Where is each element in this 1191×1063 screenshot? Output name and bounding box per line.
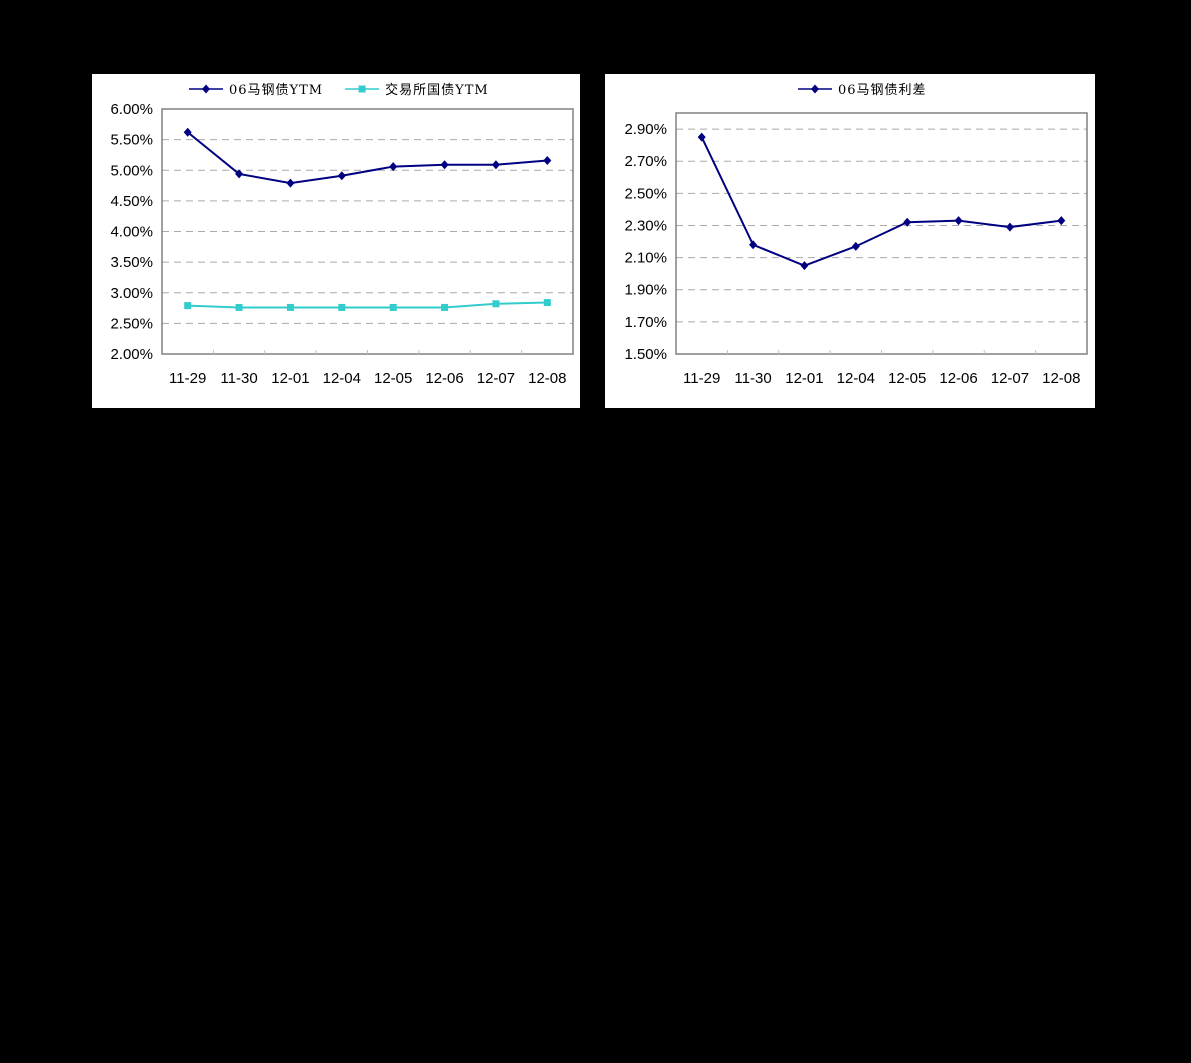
data-point-diamond-icon <box>543 155 552 165</box>
data-point-diamond-icon <box>235 169 244 179</box>
data-point-square-icon <box>543 299 551 307</box>
ytm-line-chart: 06马钢债YTM 交易所国债YTM 2.00% 2.50% 3.00% 3.50% 4.00… <box>92 74 580 408</box>
x-tick-label: 12-04 <box>323 370 361 387</box>
legend-item: 交易所国债YTM <box>345 82 489 98</box>
x-tick-label: 11-30 <box>734 370 771 387</box>
y-tick-label: 2.90% <box>624 121 667 138</box>
series-line <box>187 131 548 185</box>
data-point-square-icon <box>492 300 500 308</box>
series-line <box>187 301 548 309</box>
y-tick-label: 6.00% <box>110 101 153 118</box>
y-tick-label: 4.50% <box>110 193 153 210</box>
legend-item: 06马钢债利差 <box>798 83 927 98</box>
x-axis-labels: 11-29 11-30 12-01 12-04 12-05 12-06 12-07 12-08 <box>169 370 566 387</box>
legend-label: 交易所国债YTM <box>385 82 489 98</box>
x-tick-label: 12-06 <box>425 370 463 387</box>
x-tick-label: 11-29 <box>169 370 206 387</box>
data-point-square-icon <box>184 302 192 310</box>
square-marker-icon <box>358 85 366 93</box>
data-point-square-icon <box>338 303 346 311</box>
data-point-diamond-icon <box>440 160 449 170</box>
x-tick-label: 11-30 <box>220 370 257 387</box>
legend: 06马钢债利差 <box>798 83 927 98</box>
x-tick-label: 12-05 <box>374 370 412 387</box>
data-point-diamond-icon <box>954 216 963 226</box>
data-series <box>184 299 551 311</box>
legend-label: 06马钢债YTM <box>229 83 323 98</box>
y-tick-label: 2.10% <box>624 250 667 267</box>
x-tick-label: 12-01 <box>271 370 309 387</box>
data-point-diamond-icon <box>1005 222 1014 232</box>
data-series <box>183 127 552 188</box>
x-tick-label: 11-29 <box>683 370 720 387</box>
y-tick-label: 5.50% <box>110 132 153 149</box>
y-axis-labels: 2.00% 2.50% 3.00% 3.50% 4.00% 4.50% 5.00% 5.50%… <box>110 101 153 363</box>
x-tick-label: 12-07 <box>477 370 515 387</box>
data-point-diamond-icon <box>851 241 860 251</box>
y-tick-label: 2.50% <box>110 315 153 332</box>
data-point-square-icon <box>235 303 243 311</box>
x-axis-labels: 11-29 11-30 12-01 12-04 12-05 12-06 12-07 12-08 <box>683 370 1080 387</box>
data-point-square-icon <box>441 303 449 311</box>
legend-item: 06马钢债YTM <box>189 83 323 98</box>
y-tick-label: 5.00% <box>110 162 153 179</box>
gridlines <box>162 139 573 324</box>
data-point-square-icon <box>286 303 294 311</box>
x-tick-label: 12-05 <box>888 370 926 387</box>
gridlines <box>676 128 1087 323</box>
spread-line-chart: 06马钢债利差 1.50% 1.70% 1.90% 2.10% 2.30% 2.50% 2.7… <box>605 74 1095 408</box>
y-tick-label: 2.50% <box>624 185 667 202</box>
y-tick-label: 1.90% <box>624 282 667 299</box>
y-tick-label: 2.70% <box>624 153 667 170</box>
legend-label: 06马钢债利差 <box>838 83 927 98</box>
y-tick-label: 2.30% <box>624 217 667 234</box>
y-tick-label: 3.00% <box>110 285 153 302</box>
diamond-marker-icon <box>202 84 210 94</box>
data-point-diamond-icon <box>1057 216 1066 226</box>
series-line <box>700 136 1062 267</box>
x-tick-label: 12-07 <box>991 370 1029 387</box>
data-point-diamond-icon <box>491 160 500 170</box>
data-point-diamond-icon <box>286 178 295 188</box>
y-tick-label: 1.70% <box>624 314 667 331</box>
diamond-marker-icon <box>811 84 819 94</box>
y-tick-label: 2.00% <box>110 346 153 363</box>
data-point-square-icon <box>389 303 397 311</box>
data-point-diamond-icon <box>749 240 758 250</box>
x-tick-label: 12-06 <box>939 370 977 387</box>
x-tick-label: 12-08 <box>1042 370 1080 387</box>
data-point-diamond-icon <box>800 261 809 271</box>
legend: 06马钢债YTM 交易所国债YTM <box>189 82 489 98</box>
spread-chart-canvas: 06马钢债利差 1.50% 1.70% 1.90% 2.10% 2.30% 2.50% 2.7… <box>624 83 1088 387</box>
y-tick-label: 4.00% <box>110 224 153 241</box>
data-point-diamond-icon <box>903 217 912 227</box>
ytm-chart-canvas: 06马钢债YTM 交易所国债YTM 2.00% 2.50% 3.00% 3.50% 4.00… <box>110 82 574 387</box>
y-axis-labels: 1.50% 1.70% 1.90% 2.10% 2.30% 2.50% 2.70% 2.90% <box>624 121 667 363</box>
x-tick-label: 12-04 <box>837 370 875 387</box>
data-series <box>697 132 1066 271</box>
y-tick-label: 1.50% <box>624 346 667 363</box>
x-tick-label: 12-08 <box>528 370 566 387</box>
data-point-diamond-icon <box>389 162 398 172</box>
data-point-diamond-icon <box>697 132 706 142</box>
y-tick-label: 3.50% <box>110 254 153 271</box>
x-tick-label: 12-01 <box>785 370 823 387</box>
data-point-diamond-icon <box>337 171 346 181</box>
